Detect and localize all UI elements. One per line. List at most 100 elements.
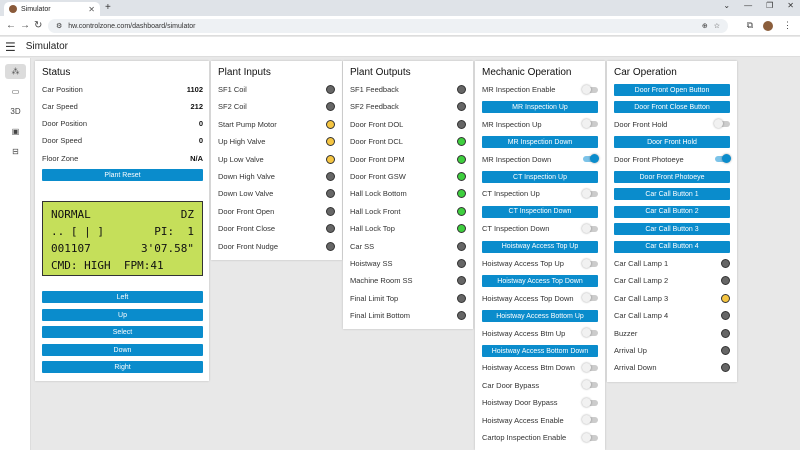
toolbar-icons: ⧉ ⋮ <box>747 20 792 31</box>
door-front-photoeye-toggle[interactable] <box>715 154 731 164</box>
browser-tab-strip: Simulator ✕ + ⌄ — ❐ ✕ <box>0 0 800 16</box>
toggle-knob <box>582 258 591 268</box>
row-label: Car Call Lamp 1 <box>614 259 669 268</box>
browser-tab[interactable]: Simulator ✕ <box>4 2 100 16</box>
ct-inspection-up-button[interactable]: CT Inspection Up <box>482 171 598 183</box>
mr-inspection-enable-toggle[interactable] <box>582 84 598 94</box>
hoistway-access-top-up-toggle[interactable] <box>582 258 598 268</box>
row-label: Car Call Lamp 4 <box>614 311 669 321</box>
back-icon[interactable]: ← <box>6 20 16 31</box>
tab-search-icon[interactable]: ⌄ <box>723 1 731 10</box>
car-call-button-4-button[interactable]: Car Call Button 4 <box>614 240 730 253</box>
status-row: Door Speed 0 <box>42 134 203 147</box>
plant-outputs-title: Plant Outputs <box>350 67 411 78</box>
right-button[interactable]: Right <box>42 361 203 373</box>
site-info-icon[interactable]: ⚙ <box>56 23 63 30</box>
lamp-row: Car Call Lamp 3 <box>614 292 730 305</box>
toggle-row: Door Front Photoeye <box>614 153 731 166</box>
bookmark-star-icon[interactable]: ☆ <box>713 23 720 30</box>
lamp-row: Down Low Valve <box>218 187 335 200</box>
lcd-display: NORMAL DZ .. [ | ] PI: 1 001107 3'07.58" CM… <box>42 201 203 276</box>
rail-hub-icon[interactable]: ⁂ <box>5 64 26 79</box>
address-bar[interactable]: ⚙ hw.controlzone.com/dashboard/simulator… <box>48 19 728 33</box>
indicator-lamp-icon <box>721 259 730 268</box>
mr-inspection-down-toggle[interactable] <box>583 154 599 164</box>
row-label: Car Call Lamp 3 <box>614 293 669 303</box>
maximize-icon[interactable]: ❐ <box>766 1 774 10</box>
lamp-row: Door Front DPM <box>350 153 466 166</box>
lcd-position: 3'07.58" <box>141 242 194 255</box>
lamp-row: Door Front DOL <box>350 118 466 131</box>
mechanic-operation-panel: Mechanic Operation MR Inspection Enable M… <box>475 61 605 450</box>
indicator-lamp-icon <box>721 363 730 373</box>
car-call-button-3-button[interactable]: Car Call Button 3 <box>614 223 730 236</box>
mr-inspection-up-button[interactable]: MR Inspection Up <box>482 101 598 114</box>
rail-camera-icon[interactable]: ▭ <box>11 87 20 96</box>
indicator-lamp-icon <box>457 206 466 216</box>
left-button[interactable]: Left <box>42 291 203 303</box>
cartop-inspection-enable-toggle[interactable] <box>582 432 598 442</box>
status-label: Door Speed <box>42 136 83 145</box>
close-tab-icon[interactable]: ✕ <box>88 4 95 14</box>
minimize-icon[interactable]: — <box>744 1 753 10</box>
forward-icon[interactable]: → <box>20 20 30 31</box>
ct-inspection-up-toggle[interactable] <box>582 188 598 198</box>
toggle-row: Hoistway Access Top Up <box>482 257 598 270</box>
hoistway-access-bottom-down-button[interactable]: Hoistway Access Bottom Down <box>482 345 598 357</box>
hoistway-access-btm-up-toggle[interactable] <box>582 328 598 338</box>
indicator-lamp-icon <box>457 137 466 147</box>
plant-reset-button[interactable]: Plant Reset <box>42 169 203 181</box>
toggle-knob <box>582 415 591 425</box>
hoistway-access-top-down-button[interactable]: Hoistway Access Top Down <box>482 275 598 288</box>
hoistway-access-top-up-button[interactable]: Hoistway Access Top Up <box>482 240 598 253</box>
door-front-close-button-button[interactable]: Door Front Close Button <box>614 101 730 114</box>
toggle-row: MR Inspection Up <box>482 118 598 131</box>
indicator-lamp-icon <box>457 119 466 129</box>
hoistway-access-btm-down-toggle[interactable] <box>582 362 598 372</box>
hoistway-access-enable-toggle[interactable] <box>582 415 598 425</box>
toggle-row: Door Front Hold <box>614 118 730 131</box>
close-window-icon[interactable]: ✕ <box>787 1 794 10</box>
down-button[interactable]: Down <box>42 344 203 356</box>
plant-inputs-title: Plant Inputs <box>218 67 271 78</box>
rail-id-card-icon[interactable]: ▣ <box>11 127 20 136</box>
indicator-lamp-icon <box>457 293 466 303</box>
door-front-hold-toggle[interactable] <box>714 119 730 129</box>
lamp-row: SF1 Feedback <box>350 83 466 96</box>
lcd-door-state: .. [ | ] <box>51 225 104 238</box>
up-button[interactable]: Up <box>42 309 203 321</box>
select-button[interactable]: Select <box>42 326 203 338</box>
mr-inspection-up-toggle[interactable] <box>582 119 598 129</box>
rail-3d-icon[interactable]: 3D <box>10 107 21 116</box>
hoistway-door-bypass-toggle[interactable] <box>582 397 598 407</box>
row-label: Door Front Nudge <box>218 241 279 251</box>
hoistway-access-bottom-up-button[interactable]: Hoistway Access Bottom Up <box>482 310 598 323</box>
ct-inspection-down-button[interactable]: CT Inspection Down <box>482 205 598 218</box>
hoistway-access-top-down-toggle[interactable] <box>582 293 598 303</box>
row-label: Start Pump Motor <box>218 119 277 129</box>
rail-desktop-icon[interactable]: ⊟ <box>12 147 19 156</box>
row-label: Door Front DCL <box>350 137 403 147</box>
toggle-row: MR Inspection Enable <box>482 83 598 96</box>
hamburger-menu-icon[interactable]: ☰ <box>5 39 16 54</box>
car-call-button-1-button[interactable]: Car Call Button 1 <box>614 188 730 201</box>
status-label: Floor Zone <box>42 154 79 163</box>
door-front-hold-button[interactable]: Door Front Hold <box>614 136 730 149</box>
ct-inspection-down-toggle[interactable] <box>582 223 598 233</box>
reload-icon[interactable]: ↻ <box>34 20 43 31</box>
menu-dots-icon[interactable]: ⋮ <box>783 20 792 30</box>
new-tab-icon[interactable]: + <box>105 2 111 13</box>
profile-avatar[interactable] <box>763 20 773 31</box>
extensions-icon[interactable]: ⧉ <box>746 20 753 30</box>
status-title: Status <box>42 67 71 78</box>
zoom-icon[interactable]: ⊕ <box>701 23 708 30</box>
row-label: Door Front Open <box>218 206 275 216</box>
door-front-photoeye-button[interactable]: Door Front Photoeye <box>614 171 730 183</box>
car-door-bypass-toggle[interactable] <box>582 380 598 390</box>
indicator-lamp-icon <box>457 276 466 286</box>
door-front-open-button-button[interactable]: Door Front Open Button <box>614 84 730 96</box>
car-call-button-2-button[interactable]: Car Call Button 2 <box>614 205 730 218</box>
mr-inspection-down-button[interactable]: MR Inspection Down <box>482 136 598 149</box>
row-label: Down Low Valve <box>218 189 274 199</box>
status-panel: Status Car Position 1102 Car Speed 212 D… <box>35 61 209 381</box>
